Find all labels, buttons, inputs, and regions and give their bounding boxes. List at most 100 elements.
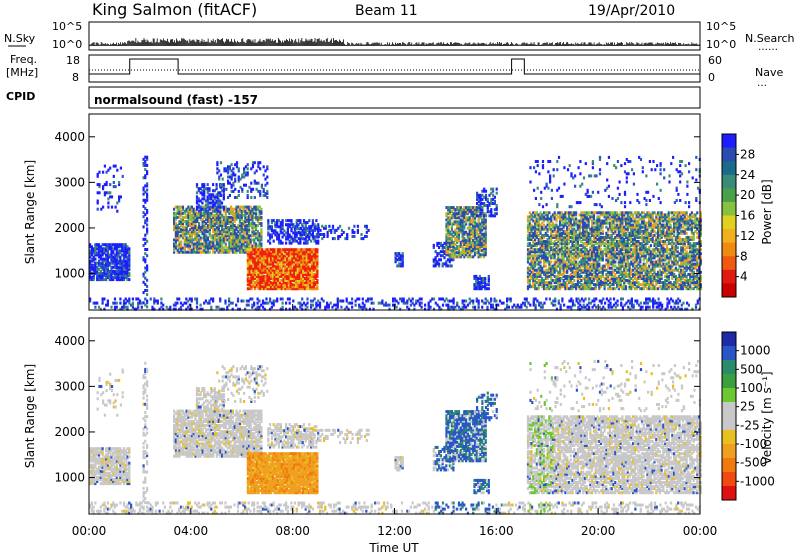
echo-cell	[207, 183, 209, 186]
echo-cell	[216, 161, 218, 164]
echo-cell	[234, 178, 236, 181]
echo-cell	[343, 231, 345, 234]
echo-cell	[128, 272, 130, 275]
echo-cell	[146, 240, 148, 243]
freq-tick-bottom: 8	[72, 71, 79, 84]
echo-cell	[496, 212, 498, 215]
echo-cell	[496, 188, 498, 191]
echo-cell	[196, 183, 198, 186]
echo-cell	[109, 167, 111, 170]
echo-cell	[348, 227, 350, 230]
echo-cell	[238, 190, 240, 193]
echo-cell	[269, 242, 271, 245]
echo-cell	[118, 181, 120, 184]
echo-cell	[260, 243, 262, 246]
echo-cell	[245, 184, 247, 187]
echo-cell	[144, 258, 146, 261]
station-title: King Salmon (fitACF)	[92, 0, 257, 19]
echo-cell	[146, 285, 148, 288]
echo-cell	[116, 169, 118, 172]
echo-cell	[120, 167, 122, 170]
freq-trace	[89, 59, 700, 74]
date-title: 19/Apr/2010	[588, 3, 675, 19]
echo-cell	[146, 189, 148, 192]
echo-cell	[490, 208, 492, 211]
echo-cell	[346, 233, 348, 236]
echo-cell	[368, 229, 370, 232]
echo-cell	[116, 210, 118, 213]
echo-cell	[236, 161, 238, 164]
echo-cell	[488, 275, 490, 278]
nsky-trace	[89, 38, 700, 46]
echo-cell	[451, 264, 453, 267]
echo-cell	[218, 169, 220, 172]
echo-cell	[146, 305, 148, 308]
nsky-tick-top: 10^5	[52, 20, 82, 33]
echo-cell	[293, 225, 295, 228]
echo-cell	[146, 182, 148, 185]
echo-cell	[548, 211, 550, 214]
echo-cell	[212, 210, 214, 213]
echo-cell	[353, 235, 355, 238]
freq-line	[89, 59, 700, 74]
echo-cell	[282, 242, 284, 245]
echo-cell	[285, 242, 287, 245]
echo-cell	[266, 176, 268, 179]
echo-cell	[232, 167, 234, 170]
echo-cell	[250, 182, 252, 185]
echo-cell	[260, 216, 262, 219]
echo-cell	[259, 190, 261, 193]
beam-title: Beam 11	[355, 3, 418, 19]
echo-cell	[94, 258, 96, 261]
nsearch-legend: ……	[758, 42, 778, 53]
echo-cell	[222, 178, 224, 181]
echo-cell	[247, 163, 249, 166]
echo-cell	[332, 225, 334, 228]
echo-cell	[217, 210, 219, 213]
echo-cell	[334, 237, 336, 240]
echo-cell	[485, 194, 487, 197]
echo-cell	[220, 194, 222, 197]
echo-cell	[109, 183, 111, 186]
echo-cell	[97, 200, 99, 203]
cpid-label: CPID	[6, 90, 35, 103]
echo-cell	[328, 225, 330, 228]
echo-cell	[433, 244, 435, 247]
echo-cell	[260, 208, 262, 211]
echo-cell	[212, 183, 214, 186]
echo-cell	[102, 171, 104, 174]
echo-cell	[366, 235, 368, 238]
echo-cell	[311, 229, 313, 232]
echo-cell	[220, 174, 222, 177]
echo-cell	[111, 195, 113, 198]
echo-cell	[575, 211, 577, 214]
echo-cell	[104, 165, 106, 168]
echo-cell	[216, 183, 218, 186]
echo-cell	[261, 184, 263, 187]
echo-cell	[485, 218, 487, 221]
power-panel	[89, 156, 702, 311]
echo-cell	[402, 252, 404, 255]
echo-cell	[312, 219, 314, 222]
echo-cell	[223, 183, 225, 186]
echo-cell	[180, 241, 182, 244]
nave-tick-bottom: 0	[708, 71, 715, 84]
freq-strip-frame	[89, 55, 700, 82]
echo-cell	[115, 206, 117, 209]
echo-cell	[146, 156, 148, 159]
echo-cell	[266, 196, 268, 199]
echo-cell	[225, 243, 227, 246]
echo-cell	[231, 163, 233, 166]
echo-cell	[487, 198, 489, 201]
echo-cell	[128, 278, 130, 281]
echo-cell	[485, 214, 487, 217]
echo-cell	[98, 191, 100, 194]
echo-cell	[325, 225, 327, 228]
echo-cell	[115, 185, 117, 188]
echo-cell	[443, 256, 445, 259]
echo-cell	[323, 233, 325, 236]
echo-cell	[302, 225, 304, 228]
echo-cell	[250, 196, 252, 199]
echo-cell	[115, 165, 117, 168]
